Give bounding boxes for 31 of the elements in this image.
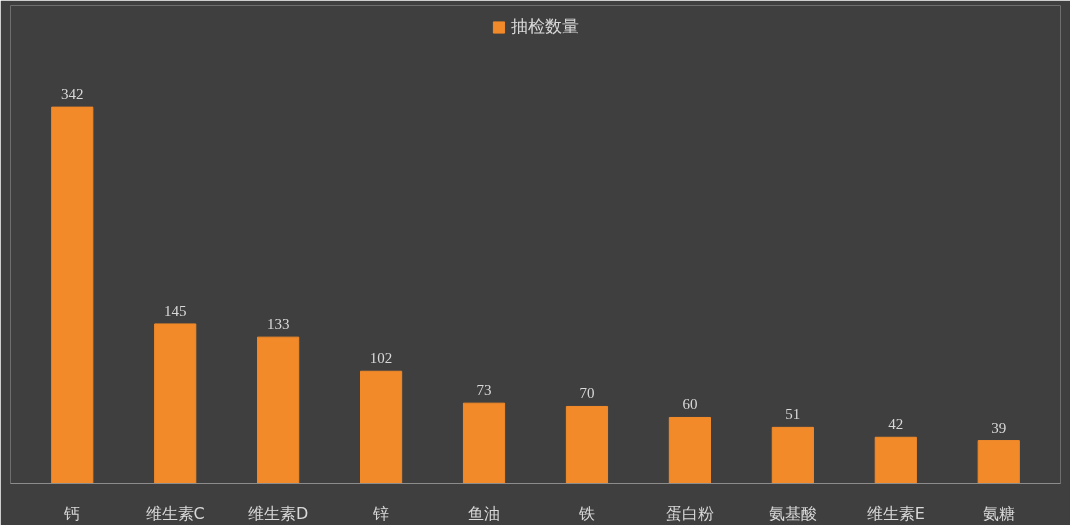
x-tick-label: 维生素E xyxy=(866,503,925,523)
x-tick-label: 维生素C xyxy=(145,503,205,523)
x-tick-label: 钙 xyxy=(63,503,81,523)
x-tick-label: 维生素D xyxy=(247,503,309,523)
bar xyxy=(51,106,94,484)
x-tick-label: 锌 xyxy=(372,503,390,523)
legend-label: 抽检数量 xyxy=(510,15,579,38)
x-tick-label: 氨糖 xyxy=(982,503,1015,523)
bar xyxy=(771,426,814,484)
data-label: 102 xyxy=(369,350,393,367)
data-label: 51 xyxy=(785,406,801,423)
x-tick-label: 氨基酸 xyxy=(768,503,817,523)
bar xyxy=(257,336,300,484)
bar xyxy=(668,416,711,484)
data-label: 42 xyxy=(888,416,904,433)
bar xyxy=(360,370,403,484)
x-tick-label: 铁 xyxy=(577,503,595,523)
bar xyxy=(977,440,1020,484)
x-tick-label: 鱼油 xyxy=(468,503,501,523)
data-label: 70 xyxy=(579,385,595,402)
bar xyxy=(874,436,917,484)
bar xyxy=(462,402,506,484)
bar xyxy=(565,405,609,484)
data-label: 73 xyxy=(476,382,492,399)
data-label: 342 xyxy=(61,86,84,103)
x-tick-label: 蛋白粉 xyxy=(665,503,714,523)
data-label: 133 xyxy=(266,316,290,333)
bar xyxy=(154,323,197,484)
data-label: 39 xyxy=(991,419,1007,436)
data-label: 145 xyxy=(163,302,187,319)
data-label: 60 xyxy=(682,396,698,413)
